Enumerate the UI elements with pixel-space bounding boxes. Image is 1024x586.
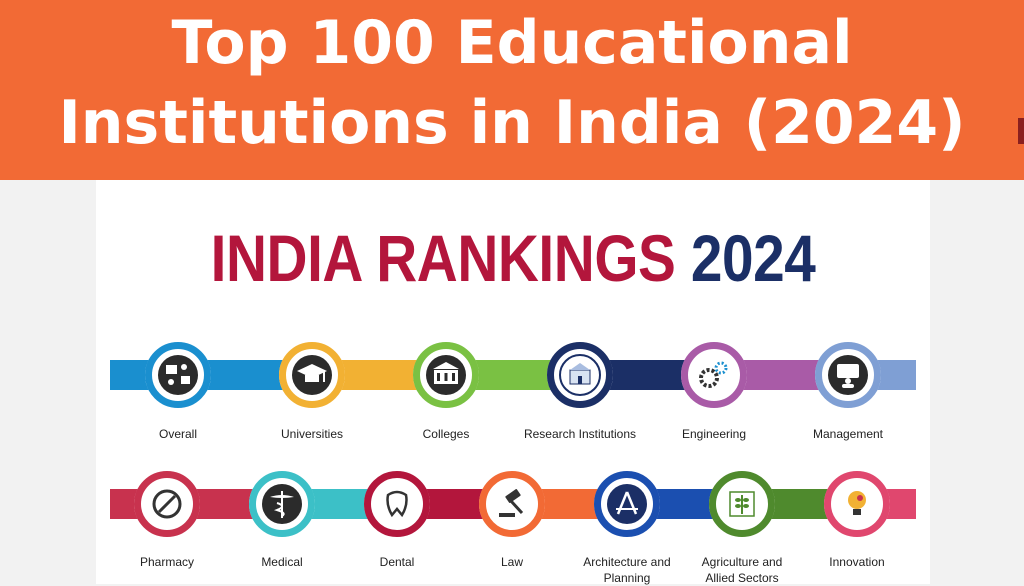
category-ring — [594, 471, 660, 537]
category-ring — [364, 471, 430, 537]
pill-icon — [147, 484, 187, 524]
lightbulb-icon — [837, 484, 877, 524]
category-label: Medical — [261, 555, 303, 569]
category-ring — [145, 342, 211, 408]
banner-title-line-1: Top 100 Educational — [171, 8, 853, 78]
category-label: Architecture and Planning — [583, 555, 671, 585]
category-ring — [815, 342, 881, 408]
category-engineering[interactable] — [681, 342, 747, 408]
category-label: Innovation — [829, 555, 885, 569]
tooth-icon — [377, 484, 417, 524]
connector-segment — [110, 360, 312, 390]
gavel-icon — [492, 484, 532, 524]
overall-icon — [158, 355, 198, 395]
category-agriculture-and-allied-sectors[interactable] — [709, 471, 775, 537]
presentation-icon — [828, 355, 868, 395]
rankings-heading: INDIA RANKINGS 2024 — [154, 218, 871, 298]
category-ring — [547, 342, 613, 408]
category-ring — [249, 471, 315, 537]
category-label: Research Institutions — [523, 427, 637, 441]
compass-square-icon — [607, 484, 647, 524]
category-dental[interactable] — [364, 471, 430, 537]
category-label: Law — [500, 555, 523, 569]
category-ring — [413, 342, 479, 408]
category-colleges[interactable] — [413, 342, 479, 408]
category-ring — [709, 471, 775, 537]
category-ring — [279, 342, 345, 408]
rankings-heading-text: INDIA RANKINGS — [210, 221, 676, 295]
category-ring — [134, 471, 200, 537]
category-architecture-and-planning[interactable] — [594, 471, 660, 537]
category-label: Management — [812, 427, 884, 441]
edge-marker — [1018, 118, 1024, 144]
category-ring — [479, 471, 545, 537]
category-label: Overall — [158, 427, 197, 441]
category-innovation[interactable] — [824, 471, 890, 537]
gears-icon — [694, 355, 734, 395]
title-banner: Top 100 Educational Institutions in Indi… — [0, 0, 1024, 180]
category-research-institutions[interactable] — [547, 342, 613, 408]
category-ring — [681, 342, 747, 408]
graduation-cap-icon — [292, 355, 332, 395]
banner-title-line-2: Institutions in India (2024) — [58, 88, 966, 158]
category-label: Engineering — [681, 427, 747, 441]
category-label: Pharmacy — [139, 555, 195, 569]
category-ring — [824, 471, 890, 537]
category-label: Agriculture and Allied Sectors — [701, 555, 783, 585]
category-pharmacy[interactable] — [134, 471, 200, 537]
category-label: Dental — [379, 555, 415, 569]
category-overall[interactable] — [145, 342, 211, 408]
wheat-icon — [722, 484, 762, 524]
category-label: Colleges — [422, 427, 470, 441]
category-management[interactable] — [815, 342, 881, 408]
rankings-heading-year: 2024 — [690, 221, 816, 295]
research-building-icon — [559, 354, 601, 396]
category-label: Universities — [280, 427, 343, 441]
category-medical[interactable] — [249, 471, 315, 537]
category-universities[interactable] — [279, 342, 345, 408]
college-building-icon — [426, 355, 466, 395]
category-law[interactable] — [479, 471, 545, 537]
caduceus-icon — [262, 484, 302, 524]
